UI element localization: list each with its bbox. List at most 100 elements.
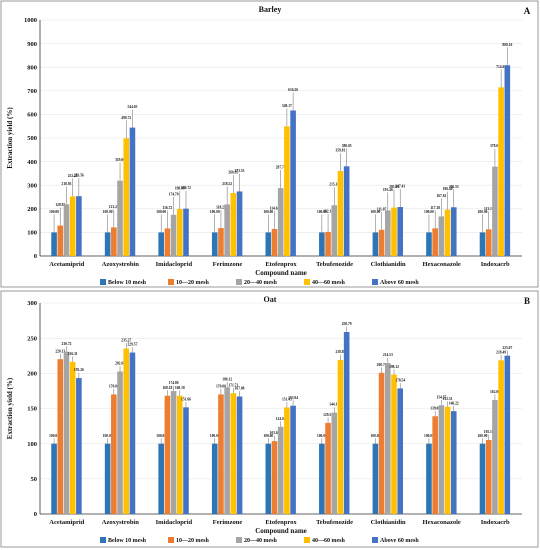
legend-label: 40—60 mesh: [312, 280, 345, 286]
y-tick-label: 300: [27, 300, 37, 307]
data-label: 144.17: [329, 403, 339, 407]
bar: [277, 426, 284, 514]
y-axis-label: Extraction yield (%): [6, 107, 14, 169]
bar: [426, 443, 432, 514]
bar: [158, 232, 164, 256]
data-label: 214.53: [383, 353, 393, 357]
bar: [51, 232, 57, 256]
bar: [265, 443, 272, 514]
data-label: 207.43: [395, 185, 405, 189]
legend-swatch: [168, 537, 174, 543]
y-tick-label: 1000: [24, 17, 37, 24]
data-label: 100.00: [103, 434, 113, 438]
data-label: 151.66: [181, 397, 191, 401]
panel-a: Barley A 0 100 200 300 400 500 600 700 800 900 1000 E…: [0, 0, 539, 288]
legend-label: 10—20 mesh: [176, 280, 209, 286]
bar: [271, 228, 278, 256]
data-label: 258.79: [342, 322, 352, 326]
bar: [123, 138, 130, 256]
bar: [224, 387, 230, 514]
bar: [391, 374, 397, 514]
bar: [170, 214, 177, 256]
legend-swatch: [236, 279, 242, 285]
legend-swatch: [372, 279, 378, 285]
data-label: 117.18: [430, 206, 440, 210]
bar: [397, 388, 404, 514]
x-axis-label: Compound name: [255, 527, 307, 535]
data-label: 100.00: [424, 434, 434, 438]
y-tick-label: 800: [27, 64, 37, 71]
data-label: 216.31: [68, 352, 78, 356]
bar: [117, 180, 123, 256]
data-label: 154.57: [436, 395, 446, 399]
data-label: 230.72: [62, 342, 72, 346]
data-label: 549.17: [282, 104, 292, 108]
bar: [284, 126, 290, 257]
y-tick-label: 200: [27, 371, 37, 378]
x-tick-label: Etofenprox: [265, 519, 297, 526]
y-tick-label: 50: [31, 476, 38, 483]
data-label: 378.67: [490, 144, 500, 148]
bar: [378, 229, 385, 256]
bar: [485, 440, 492, 514]
bar: [450, 207, 457, 256]
y-tick-label: 100: [27, 230, 37, 237]
x-tick-label: Ferimzone: [213, 261, 243, 268]
panel-letter: A: [524, 6, 531, 16]
x-tick-label: Azoxystrobin: [102, 519, 139, 526]
data-label: 544.05: [127, 105, 137, 109]
bar: [104, 232, 111, 256]
y-tick-label: 600: [27, 112, 37, 119]
data-label: 218.49: [496, 350, 506, 354]
data-label: 170.00: [109, 385, 119, 389]
bar: [319, 443, 325, 514]
legend-label: 20—40 mesh: [244, 538, 277, 544]
data-label: 128.92: [55, 203, 65, 207]
data-label: 121.22: [109, 205, 119, 209]
bar: [117, 371, 123, 514]
bar: [450, 411, 457, 514]
bar: [504, 355, 511, 514]
legend-label: 20—40 mesh: [244, 280, 277, 286]
legend-swatch: [304, 537, 310, 543]
data-label: 198.96: [175, 187, 185, 191]
data-label: 287.74: [276, 166, 286, 170]
data-label: 229.57: [127, 343, 137, 347]
bar: [111, 394, 117, 514]
data-label: 266.95: [228, 170, 238, 174]
bar: [158, 443, 164, 514]
data-label: 100.00: [210, 434, 220, 438]
bar: [211, 443, 218, 514]
data-label: 153.94: [288, 396, 298, 400]
bar: [211, 232, 218, 256]
bar: [63, 204, 70, 256]
y-tick-label: 250: [27, 335, 37, 342]
x-tick-label: Acetamiprid: [49, 261, 84, 268]
y-tick-label: 100: [27, 441, 37, 448]
data-label: 162.00: [490, 390, 500, 394]
x-axis-label: Compound name: [255, 269, 307, 277]
y-axis-label: Extraction yield (%): [6, 377, 14, 439]
bar: [337, 360, 344, 514]
data-label: 100.00: [49, 434, 59, 438]
data-label: 100.00: [49, 210, 59, 214]
bar: [284, 407, 290, 514]
x-tick-label: Indoxacrb: [481, 261, 510, 268]
bar: [69, 361, 76, 514]
data-label: 178.54: [395, 379, 405, 383]
data-label: 218.89: [336, 350, 346, 354]
y-tick-label: 500: [27, 135, 37, 142]
data-label: 196.40: [443, 187, 453, 191]
data-label: 200.72: [181, 186, 191, 190]
bar: [63, 351, 70, 514]
x-tick-label: Imidacloprid: [156, 261, 193, 268]
legend-swatch: [100, 279, 106, 285]
data-label: 111.07: [377, 207, 387, 211]
x-tick-label: Acetamiprid: [49, 519, 84, 526]
data-label: 225.07: [502, 346, 512, 350]
x-tick-label: Hexaconazole: [423, 519, 461, 526]
bar: [438, 216, 445, 256]
chart-title: Barley: [259, 5, 282, 14]
bar: [164, 228, 171, 256]
